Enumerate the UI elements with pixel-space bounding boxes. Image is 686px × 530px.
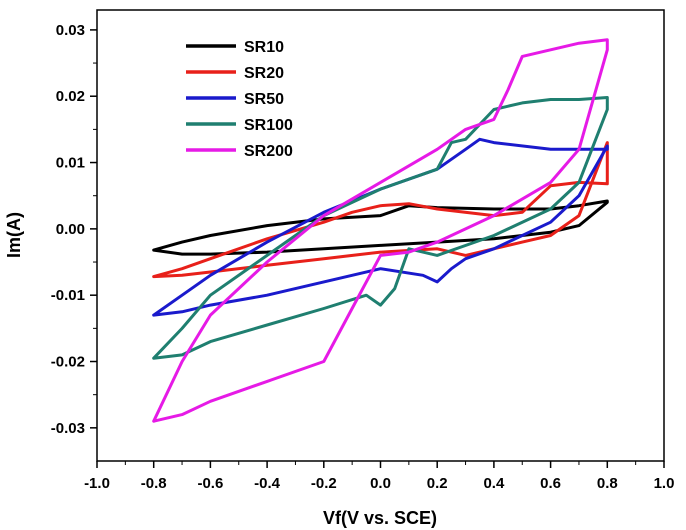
series-sr200-line [152,38,609,423]
legend-label-sr100: SR100 [244,117,293,134]
y-tick-label: 0.01 [56,155,85,172]
legend-label-sr10: SR10 [244,39,284,56]
series-sr20-line [152,141,609,279]
x-tick-label: 0.2 [427,475,448,492]
x-tick-label: -0.4 [254,475,281,492]
x-tick-label: 0.4 [483,475,505,492]
y-tick-label: 0.00 [56,221,85,238]
series-lines [152,38,609,423]
x-tick-label: -0.6 [197,475,223,492]
legend-label-sr20: SR20 [244,65,284,82]
y-tick-label: -0.02 [51,354,85,371]
y-tick-label: -0.03 [51,420,85,437]
x-tick-label: 0.6 [540,475,561,492]
x-tick-label: -0.2 [311,475,337,492]
x-tick-label: -0.8 [141,475,167,492]
y-tick-label: 0.03 [56,22,85,39]
y-tick-label: -0.01 [51,287,85,304]
plot-frame [96,9,665,462]
legend-label-sr200: SR200 [244,143,293,160]
y-axis: 0.03 0.02 0.01 0.00 -0.01 -0.02 -0.03 [51,22,97,437]
legend: SR10 SR20 SR50 SR100 SR200 [186,39,293,160]
x-tick-label: 0.0 [370,475,391,492]
x-tick-label: 1.0 [654,475,675,492]
x-axis-title: Vf(V vs. SCE) [323,508,437,528]
y-tick-label: 0.02 [56,88,85,105]
x-tick-label: -1.0 [84,475,110,492]
x-tick-label: 0.8 [597,475,618,492]
x-axis: -1.0 -0.8 -0.6 -0.4 -0.2 0.0 0.2 0.4 0.6 0.8 1.0 [84,461,674,492]
y-axis-title: Im(A) [4,212,24,258]
series-sr100-line [152,96,609,360]
legend-label-sr50: SR50 [244,91,284,108]
